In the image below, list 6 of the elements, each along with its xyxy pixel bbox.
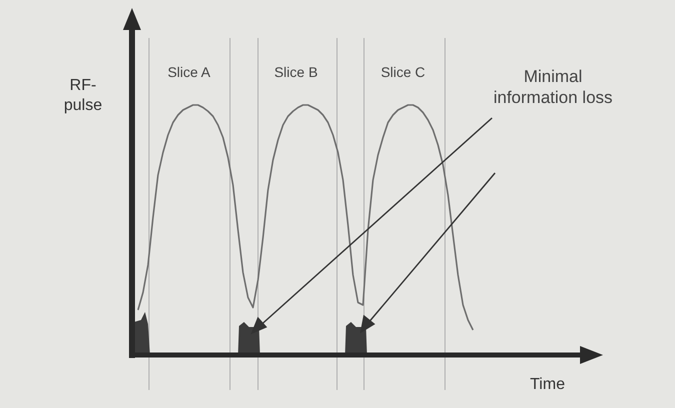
x-axis-title: Time: [530, 376, 565, 394]
annotation: Minimal information loss: [492, 66, 614, 108]
text: Slice B: [273, 63, 319, 82]
y-axis-title: RF-pulse: [62, 76, 104, 116]
text: Slice C: [380, 63, 426, 82]
text: Slice A: [166, 63, 212, 82]
